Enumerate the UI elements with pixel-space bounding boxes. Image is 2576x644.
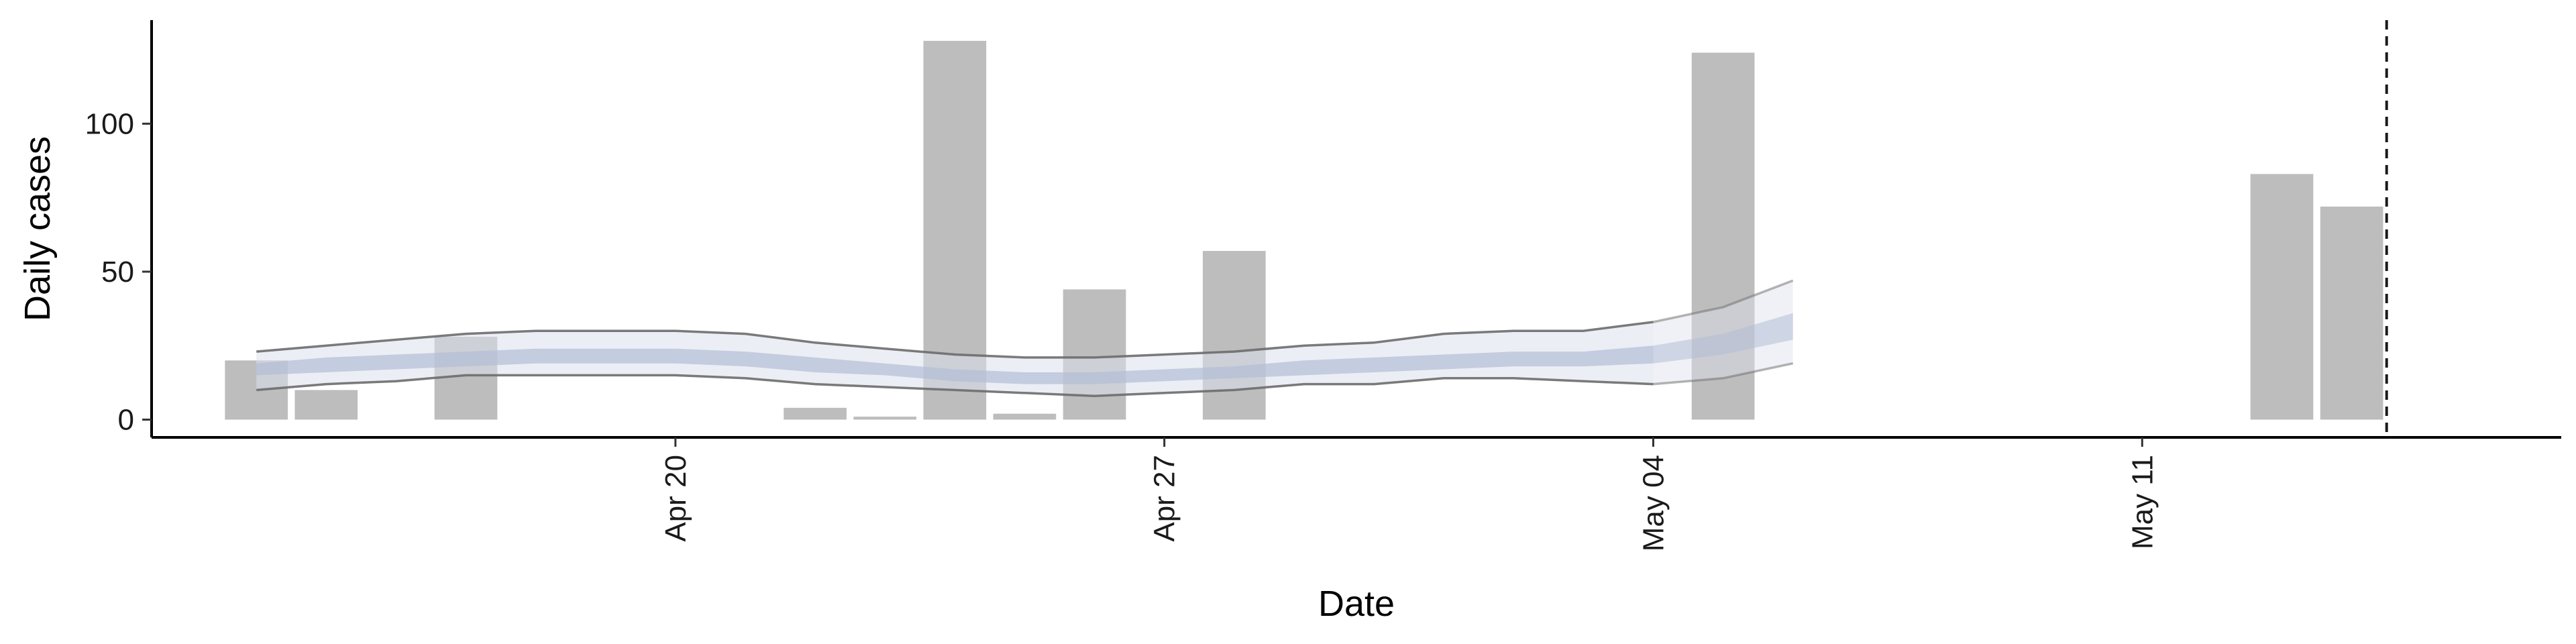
projection-inner-band bbox=[1653, 313, 1793, 364]
projection-upper-line bbox=[1653, 279, 1794, 323]
projection-lower-line bbox=[1653, 362, 1794, 386]
plot-area bbox=[225, 20, 2388, 437]
daily-case-bar bbox=[1202, 251, 1266, 420]
daily-case-bar bbox=[1063, 289, 1126, 420]
x-tick-label: Apr 27 bbox=[1148, 455, 1181, 542]
x-tick-label: May 04 bbox=[1637, 455, 1670, 551]
y-axis-title: Daily cases bbox=[17, 136, 58, 321]
daily-case-bar bbox=[294, 390, 358, 420]
x-tick-label: May 11 bbox=[2126, 455, 2159, 549]
y-tick-label: 0 bbox=[118, 404, 134, 437]
daily-case-bar bbox=[2320, 206, 2383, 420]
estimate-inner-band bbox=[256, 345, 1654, 384]
estimate-lower-line bbox=[256, 374, 1654, 397]
daily-case-bar bbox=[2250, 174, 2314, 420]
daily-case-bar bbox=[993, 413, 1057, 420]
daily-case-bar bbox=[1691, 52, 1755, 420]
y-tick-label: 50 bbox=[101, 256, 134, 288]
x-tick-label: Apr 20 bbox=[659, 455, 692, 542]
estimate-upper-line bbox=[256, 321, 1654, 359]
y-tick-label: 100 bbox=[85, 107, 134, 140]
daily-case-bar bbox=[853, 417, 917, 420]
estimate-outer-band bbox=[256, 322, 1654, 396]
daily-case-bar bbox=[784, 407, 847, 420]
axes: 0 50 100 Apr 20 Apr 27 May 04 May 11 bbox=[85, 20, 2561, 551]
x-axis-title: Date bbox=[1318, 584, 1395, 624]
